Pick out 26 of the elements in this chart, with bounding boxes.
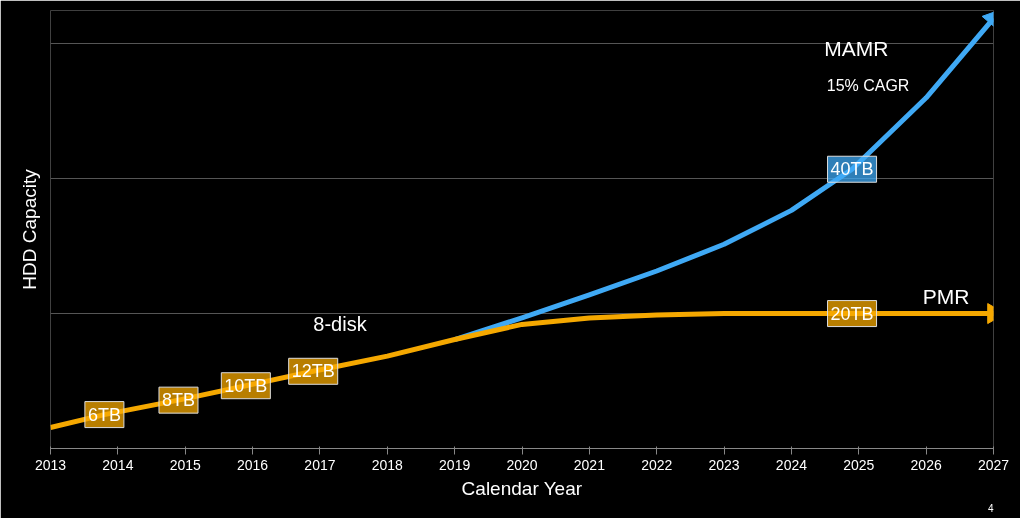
x-tick-label: 2019	[439, 456, 471, 473]
annotation: 8-disk	[313, 312, 368, 335]
x-tick-label: 2013	[34, 456, 67, 473]
x-tick-label: 2022	[641, 456, 673, 473]
x-tick-label: 2024	[775, 456, 808, 473]
text: 4	[987, 502, 994, 514]
data-label: 12TB	[291, 361, 335, 382]
text: MAMR	[824, 37, 889, 61]
data-label: 40TB	[830, 159, 874, 180]
x-tick-label: 2018	[371, 456, 404, 473]
x-tick-label: 2025	[843, 456, 875, 473]
series-label: PMR	[922, 284, 970, 308]
x-tick-label: 2020	[506, 456, 538, 473]
x-tick-label: 2014	[102, 456, 134, 473]
x-tick-label: 2015	[169, 456, 201, 473]
annotation: 15% CAGR	[826, 76, 910, 94]
x-axis-title: Calendar Year	[461, 477, 583, 499]
x-tick-label: 2017	[304, 456, 336, 473]
data-label: 20TB	[830, 303, 874, 324]
x-tick-label: 2026	[910, 456, 942, 473]
x-tick-label: 2021	[573, 456, 606, 473]
x-tick-label: 2023	[708, 456, 740, 473]
data-label: 10TB	[224, 375, 268, 396]
x-tick-label: 2027	[977, 456, 1010, 473]
y-axis-title: HDD Capacity	[18, 168, 40, 290]
x-tick-label: 2016	[237, 456, 269, 473]
